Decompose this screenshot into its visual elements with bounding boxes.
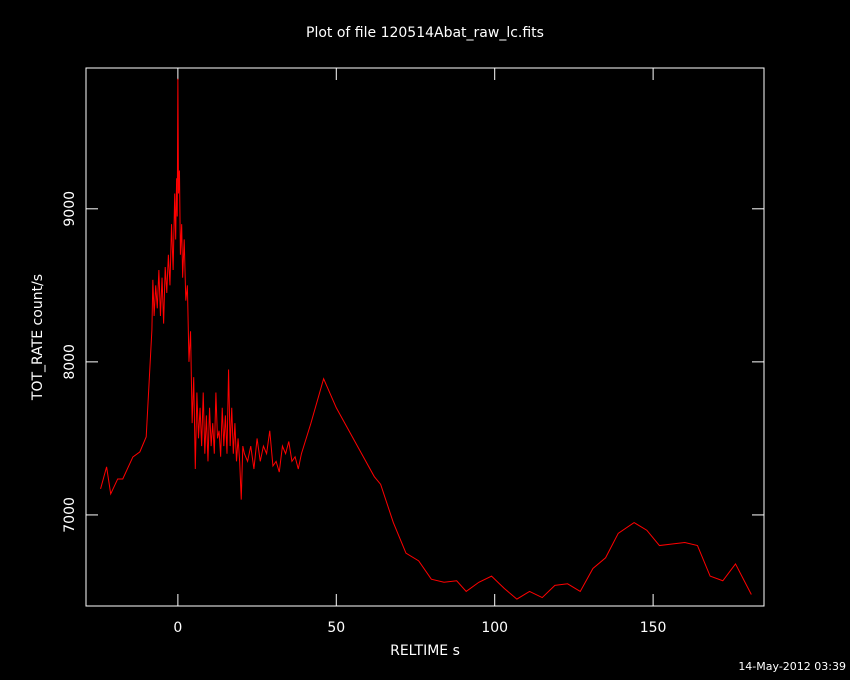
timestamp: 14-May-2012 03:39 [738, 660, 846, 673]
y-tick-label: 7000 [62, 497, 78, 533]
x-tick-label: 50 [327, 620, 345, 636]
x-tick-label: 0 [173, 620, 182, 636]
y-axis-label: TOT_RATE count/s [30, 274, 46, 401]
x-tick-label: 100 [481, 620, 508, 636]
y-tick-label: 9000 [62, 191, 78, 227]
x-axis-label: RELTIME s [390, 643, 460, 659]
chart-title: Plot of file 120514Abat_raw_lc.fits [306, 25, 544, 41]
y-tick-label: 8000 [62, 344, 78, 380]
plot-frame [85, 67, 765, 607]
light-curve [100, 78, 752, 600]
x-tick-label: 150 [640, 620, 667, 636]
